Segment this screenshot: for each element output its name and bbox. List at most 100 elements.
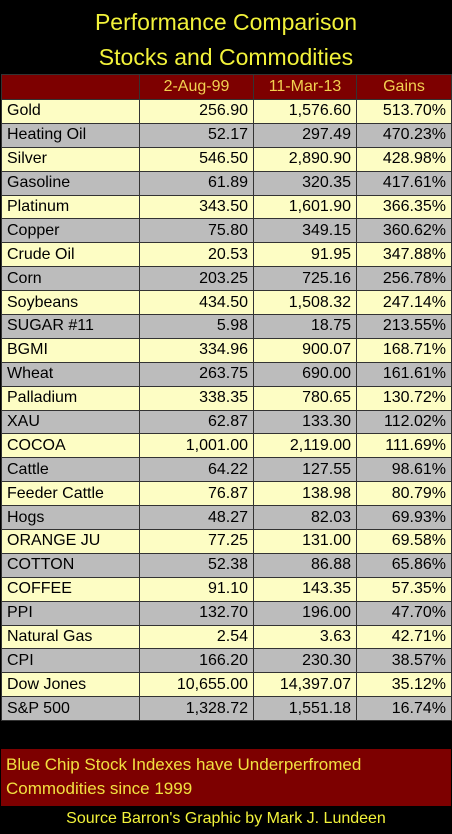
cell-name: Soybeans [1, 290, 140, 316]
footnote-banner: Blue Chip Stock Indexes have Underperfro… [1, 749, 451, 806]
cell-value-1999: 343.50 [139, 194, 254, 220]
cell-value-1999: 1,328.72 [139, 696, 254, 722]
cell-gain: 168.71% [356, 337, 452, 363]
cell-value-2013: 3.63 [253, 624, 357, 650]
cell-value-1999: 20.53 [139, 242, 254, 268]
cell-value-1999: 76.87 [139, 481, 254, 507]
cell-name: Corn [1, 266, 140, 292]
header-name [1, 74, 140, 100]
cell-value-2013: 297.49 [253, 122, 357, 148]
table-row: Corn 203.25 725.16 256.78% [1, 266, 452, 292]
cell-gain: 347.88% [356, 242, 452, 268]
cell-name: CPI [1, 648, 140, 674]
cell-value-1999: 75.80 [139, 218, 254, 244]
cell-value-1999: 256.90 [139, 99, 254, 124]
cell-value-2013: 91.95 [253, 242, 357, 268]
table-row: Gasoline 61.89 320.35 417.61% [1, 170, 452, 196]
cell-gain: 130.72% [356, 385, 452, 411]
cell-value-2013: 1,576.60 [253, 99, 357, 124]
cell-name: ORANGE JU [1, 529, 140, 554]
cell-gain: 161.61% [356, 361, 452, 387]
table-row: Copper 75.80 349.15 360.62% [1, 218, 452, 244]
cell-value-2013: 86.88 [253, 552, 357, 578]
cell-gain: 69.93% [356, 505, 452, 531]
cell-name: XAU [1, 409, 140, 435]
table-row: Heating Oil 52.17 297.49 470.23% [1, 122, 452, 148]
header-gains: Gains [356, 74, 452, 100]
cell-value-2013: 1,508.32 [253, 290, 357, 316]
cell-value-2013: 349.15 [253, 218, 357, 244]
cell-value-1999: 64.22 [139, 457, 254, 483]
table-body: Gold 256.90 1,576.60 513.70% Heating Oil 52.1… [1, 99, 452, 722]
cell-value-2013: 18.75 [253, 314, 357, 339]
table-row: BGMI 334.96 900.07 168.71% [1, 337, 452, 363]
source-credit: Source Barron's Graphic by Mark J. Lunde… [66, 810, 386, 827]
cell-gain: 98.61% [356, 457, 452, 483]
cell-value-2013: 131.00 [253, 529, 357, 554]
cell-name: Copper [1, 218, 140, 244]
table-row: Wheat 263.75 690.00 161.61% [1, 361, 452, 387]
cell-name: Wheat [1, 361, 140, 387]
cell-gain: 247.14% [356, 290, 452, 316]
cell-value-1999: 546.50 [139, 146, 254, 172]
table-row: XAU 62.87 133.30 112.02% [1, 409, 452, 435]
cell-gain: 111.69% [356, 433, 452, 459]
cell-value-1999: 2.54 [139, 624, 254, 650]
table-row: Hogs 48.27 82.03 69.93% [1, 505, 452, 531]
cell-name: Crude Oil [1, 242, 140, 268]
cell-name: S&P 500 [1, 696, 140, 722]
table-row: Feeder Cattle 76.87 138.98 80.79% [1, 481, 452, 507]
cell-value-2013: 900.07 [253, 337, 357, 363]
table-row: Natural Gas 2.54 3.63 42.71% [1, 624, 452, 650]
cell-value-1999: 91.10 [139, 576, 254, 602]
cell-gain: 256.78% [356, 266, 452, 292]
cell-value-1999: 203.25 [139, 266, 254, 292]
table-header-row: 2-Aug-99 11-Mar-13 Gains [1, 74, 452, 100]
cell-gain: 112.02% [356, 409, 452, 435]
cell-value-2013: 690.00 [253, 361, 357, 387]
cell-value-1999: 77.25 [139, 529, 254, 554]
cell-gain: 428.98% [356, 146, 452, 172]
cell-gain: 360.62% [356, 218, 452, 244]
table-row: Gold 256.90 1,576.60 513.70% [1, 99, 452, 124]
cell-value-2013: 725.16 [253, 266, 357, 292]
cell-value-1999: 5.98 [139, 314, 254, 339]
cell-value-2013: 14,397.07 [253, 672, 357, 698]
cell-gain: 65.86% [356, 552, 452, 578]
cell-value-1999: 1,001.00 [139, 433, 254, 459]
cell-value-2013: 196.00 [253, 600, 357, 626]
table-row: Palladium 338.35 780.65 130.72% [1, 385, 452, 411]
cell-name: SUGAR #11 [1, 314, 140, 339]
table-row: PPI 132.70 196.00 47.70% [1, 600, 452, 626]
cell-gain: 35.12% [356, 672, 452, 698]
cell-value-1999: 166.20 [139, 648, 254, 674]
cell-name: Hogs [1, 505, 140, 531]
table-row: Crude Oil 20.53 91.95 347.88% [1, 242, 452, 268]
header-date-1999: 2-Aug-99 [139, 74, 254, 100]
cell-value-2013: 1,551.18 [253, 696, 357, 722]
cell-name: Silver [1, 146, 140, 172]
table-row: Silver 546.50 2,890.90 428.98% [1, 146, 452, 172]
cell-gain: 42.71% [356, 624, 452, 650]
table-row: Soybeans 434.50 1,508.32 247.14% [1, 290, 452, 316]
cell-name: BGMI [1, 337, 140, 363]
cell-value-2013: 82.03 [253, 505, 357, 531]
cell-value-1999: 132.70 [139, 600, 254, 626]
cell-name: Dow Jones [1, 672, 140, 698]
cell-value-1999: 52.17 [139, 122, 254, 148]
cell-value-1999: 61.89 [139, 170, 254, 196]
cell-value-2013: 320.35 [253, 170, 357, 196]
cell-gain: 16.74% [356, 696, 452, 722]
cell-name: PPI [1, 600, 140, 626]
cell-name: Gold [1, 99, 140, 124]
table-row: ORANGE JU 77.25 131.00 69.58% [1, 529, 452, 554]
table-row: Cattle 64.22 127.55 98.61% [1, 457, 452, 483]
cell-gain: 47.70% [356, 600, 452, 626]
table-row: COCOA 1,001.00 2,119.00 111.69% [1, 433, 452, 459]
table-row: S&P 500 1,328.72 1,551.18 16.74% [1, 696, 452, 722]
cell-name: Heating Oil [1, 122, 140, 148]
cell-name: Palladium [1, 385, 140, 411]
cell-name: Natural Gas [1, 624, 140, 650]
cell-value-1999: 434.50 [139, 290, 254, 316]
